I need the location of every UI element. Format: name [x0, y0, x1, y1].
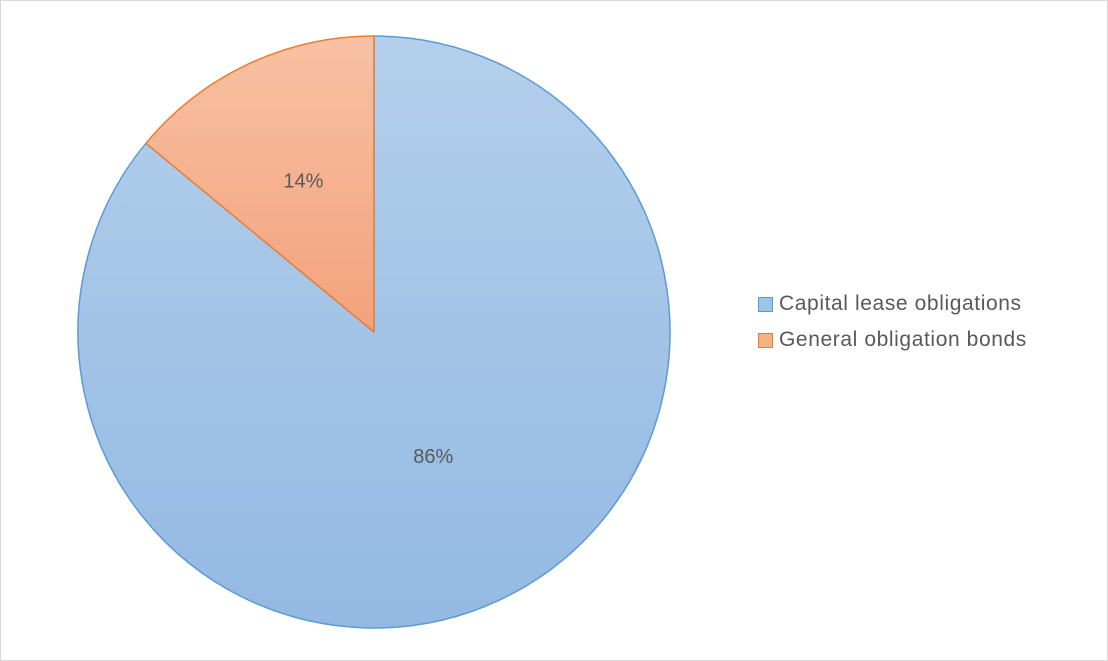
pie-data-labels: 86% 14%: [283, 170, 453, 468]
data-label-capital-lease: 86%: [413, 446, 453, 468]
legend-item-capital-lease: Capital lease obligations: [758, 288, 1027, 320]
legend-item-general-obligation: General obligation bonds: [758, 324, 1027, 356]
legend-label-general-obligation: General obligation bonds: [779, 328, 1027, 351]
legend: Capital lease obligations General obliga…: [758, 288, 1027, 360]
legend-swatch-general-obligation: [758, 332, 773, 348]
data-label-general-obligation: 14%: [283, 170, 323, 192]
legend-label-capital-lease: Capital lease obligations: [779, 292, 1022, 315]
pie-slices: [77, 35, 671, 629]
legend-swatch-capital-lease: [758, 296, 773, 312]
pie-slice-general-obligation: [145, 35, 375, 333]
